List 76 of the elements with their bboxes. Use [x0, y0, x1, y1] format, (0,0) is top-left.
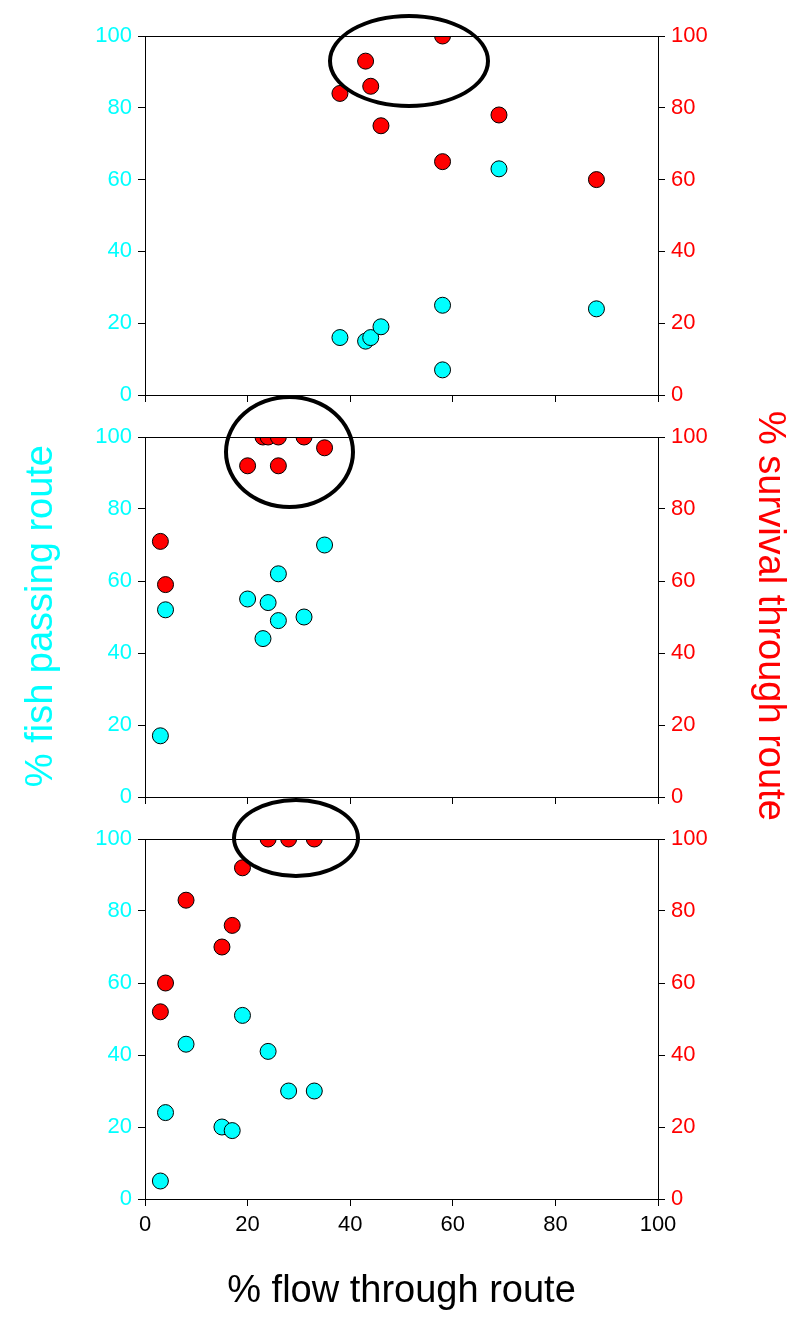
point [269, 565, 287, 583]
point [434, 296, 452, 314]
point [157, 1104, 175, 1122]
y2-tick-label: 40 [671, 639, 696, 665]
point [305, 1082, 323, 1100]
y-tick-label: 0 [119, 1185, 132, 1211]
point [223, 1122, 241, 1140]
x-tick-label: 0 [138, 1211, 152, 1237]
y2-tick-label: 60 [671, 567, 696, 593]
y-tick-label: 60 [107, 567, 132, 593]
point [254, 630, 272, 648]
x-tick-label: 20 [235, 1211, 260, 1237]
y-tick-label: 100 [95, 423, 132, 449]
y-tick-label: 80 [107, 93, 132, 119]
y-tick-label: 80 [107, 897, 132, 923]
point [372, 318, 390, 336]
y-tick-label: 40 [107, 237, 132, 263]
y2-tick-label: 80 [671, 495, 696, 521]
y2-tick-label: 20 [671, 1113, 696, 1139]
point [280, 1082, 298, 1100]
point [331, 84, 349, 102]
point [490, 160, 508, 178]
point [362, 329, 380, 347]
point [151, 1172, 169, 1190]
point [316, 536, 334, 554]
y2-tick-label: 20 [671, 309, 696, 335]
x-axis-title: % flow through route [227, 1267, 576, 1310]
y-axis-title: % fish passing route [17, 444, 61, 788]
point [157, 601, 175, 619]
x-tick-label: 100 [639, 1211, 677, 1237]
point [295, 608, 313, 626]
y2-tick-label: 20 [671, 711, 696, 737]
y2-tick-label: 100 [671, 423, 708, 449]
y-tick-label: 20 [107, 309, 132, 335]
y-tick-label: 60 [107, 165, 132, 191]
point [490, 106, 508, 124]
y2-tick-label: 60 [671, 165, 696, 191]
point [434, 361, 452, 379]
x-tick-label: 80 [543, 1211, 568, 1237]
point [259, 594, 277, 612]
y2-tick-label: 0 [671, 381, 684, 407]
y2-tick-label: 40 [671, 237, 696, 263]
y-tick-label: 20 [107, 711, 132, 737]
y2-tick-label: 100 [671, 22, 708, 48]
y2-tick-label: 40 [671, 1041, 696, 1067]
y-tick-label: 60 [107, 969, 132, 995]
point [177, 1035, 195, 1053]
y-tick-label: 20 [107, 1113, 132, 1139]
y2-tick-label: 80 [671, 93, 696, 119]
point [331, 329, 349, 347]
y-tick-label: 0 [119, 381, 132, 407]
point [233, 1006, 251, 1024]
y2-tick-label: 100 [671, 825, 708, 851]
y2-tick-label: 0 [671, 1185, 684, 1211]
point [269, 612, 287, 630]
y-tick-label: 40 [107, 639, 132, 665]
point [362, 77, 380, 95]
point [372, 117, 390, 135]
y2-tick-label: 60 [671, 969, 696, 995]
point [151, 727, 169, 745]
y-tick-label: 40 [107, 1041, 132, 1067]
point [239, 590, 257, 608]
x-tick-label: 60 [440, 1211, 466, 1237]
y2-tick-label: 0 [671, 783, 684, 809]
y-tick-label: 100 [95, 22, 132, 48]
y-tick-label: 100 [95, 825, 132, 851]
y2-tick-label: 80 [671, 897, 696, 923]
point [357, 52, 375, 70]
point [259, 1042, 277, 1060]
point [587, 171, 605, 189]
point [434, 153, 452, 171]
y-tick-label: 0 [119, 783, 132, 809]
y2-axis-title: % survival through route [749, 411, 793, 821]
x-tick-label: 40 [337, 1211, 363, 1237]
y-tick-label: 80 [107, 495, 132, 521]
point [587, 300, 605, 318]
